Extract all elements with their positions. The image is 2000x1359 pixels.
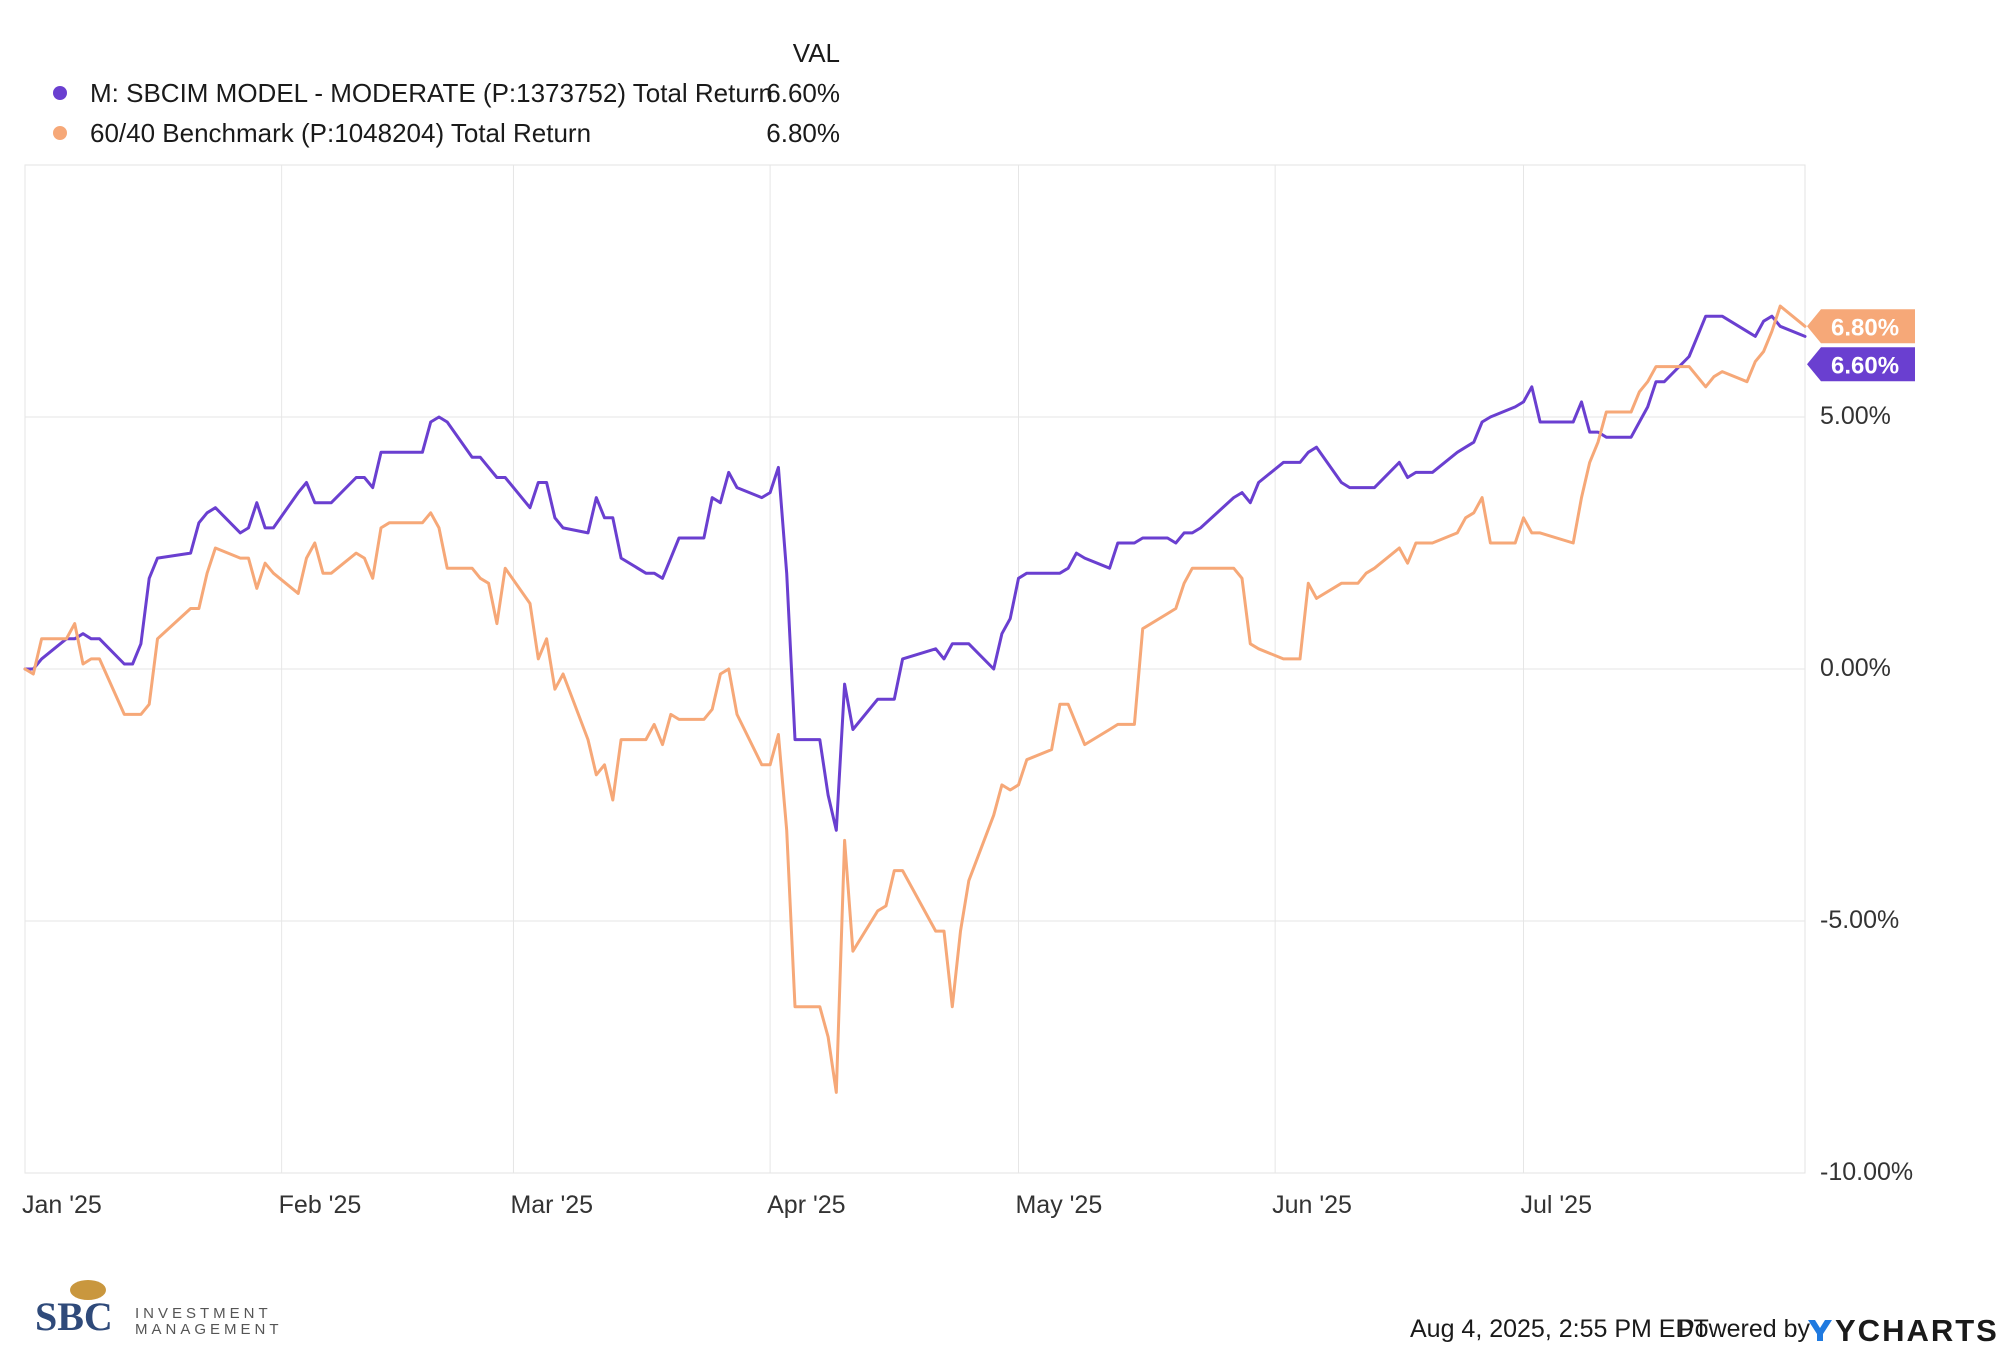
series-line-1[interactable] (23, 304, 1807, 1094)
logo-letters: SBC (35, 1294, 113, 1339)
x-tick-label: Jan '25 (22, 1191, 102, 1219)
legend-value-benchmark: 6.80% (766, 118, 840, 148)
y-tick-label: -5.00% (1820, 906, 1899, 934)
end-flag-label-1: 6.80% (1831, 314, 1899, 341)
x-tick-label: May '25 (1015, 1191, 1102, 1219)
legend-value-sbcim: 6.60% (766, 78, 840, 108)
legend-value-header: VAL (793, 38, 840, 68)
owl-emblem-icon (70, 1280, 106, 1300)
y-tick-label: 0.00% (1820, 654, 1891, 682)
end-flag-1 (1807, 309, 1915, 344)
x-tick-label: Jul '25 (1521, 1191, 1592, 1219)
legend-label-sbcim[interactable]: M: SBCIM MODEL - MODERATE (P:1373752) To… (90, 78, 773, 108)
footer-timestamp: Aug 4, 2025, 2:55 PM EDT (1410, 1315, 1709, 1343)
sbc-logo: SBC INVESTMENT MANAGEMENT (35, 1280, 283, 1339)
y-axis: 5.00% 0.00% -5.00% -10.00% (1820, 402, 1913, 1186)
y-tick-label: -10.00% (1820, 1158, 1913, 1186)
y-tick-label: 5.00% (1820, 402, 1891, 430)
ycharts-y-icon (1808, 1320, 1832, 1341)
x-axis: Jan '25 Feb '25 Mar '25 Apr '25 May '25 Jun '… (22, 1191, 1592, 1219)
x-tick-label: Jun '25 (1272, 1191, 1352, 1219)
legend-marker-sbcim (53, 86, 67, 100)
legend-marker-benchmark (53, 126, 67, 140)
series-layer (23, 304, 1807, 1094)
x-tick-label: Feb '25 (279, 1191, 362, 1219)
logo-line2: MANAGEMENT (135, 1321, 283, 1338)
footer-powered-by: Powered by (1678, 1315, 1811, 1343)
legend-label-benchmark[interactable]: 60/40 Benchmark (P:1048204) Total Return (90, 118, 591, 148)
footer: Aug 4, 2025, 2:55 PM EDT Powered by YCHA… (1410, 1313, 1999, 1348)
end-flag-0 (1807, 347, 1915, 382)
end-flag-label-0: 6.60% (1831, 352, 1899, 379)
series-line-0[interactable] (23, 314, 1807, 832)
legend: VAL M: SBCIM MODEL - MODERATE (P:1373752… (53, 38, 840, 148)
logo-line1: INVESTMENT (135, 1305, 272, 1322)
end-value-flags: 6.80% 6.60% (1807, 309, 1915, 382)
ycharts-brand[interactable]: YCHARTS (1835, 1313, 1999, 1348)
x-tick-label: Apr '25 (767, 1191, 845, 1219)
x-tick-label: Mar '25 (510, 1191, 593, 1219)
grid (24, 165, 1805, 1173)
